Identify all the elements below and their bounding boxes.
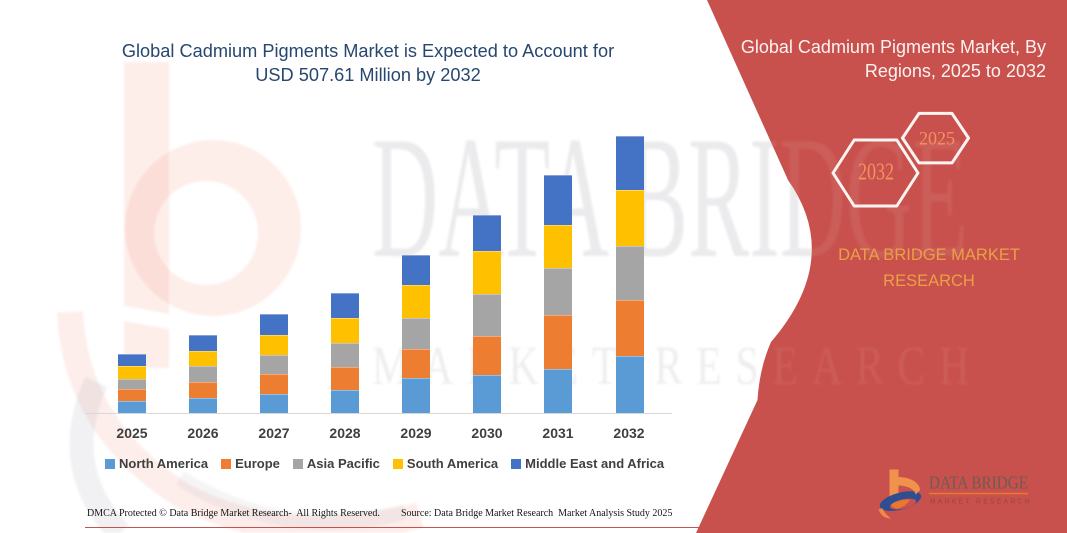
svg-text:MARKET RESEARCH: MARKET RESEARCH [372, 335, 983, 396]
svg-text:2025: 2025 [919, 128, 955, 149]
svg-text:MARKET RESEARCH: MARKET RESEARCH [930, 499, 1032, 506]
svg-text:2032: 2032 [858, 160, 894, 186]
svg-text:DATA BRIDGE: DATA BRIDGE [929, 473, 1028, 493]
